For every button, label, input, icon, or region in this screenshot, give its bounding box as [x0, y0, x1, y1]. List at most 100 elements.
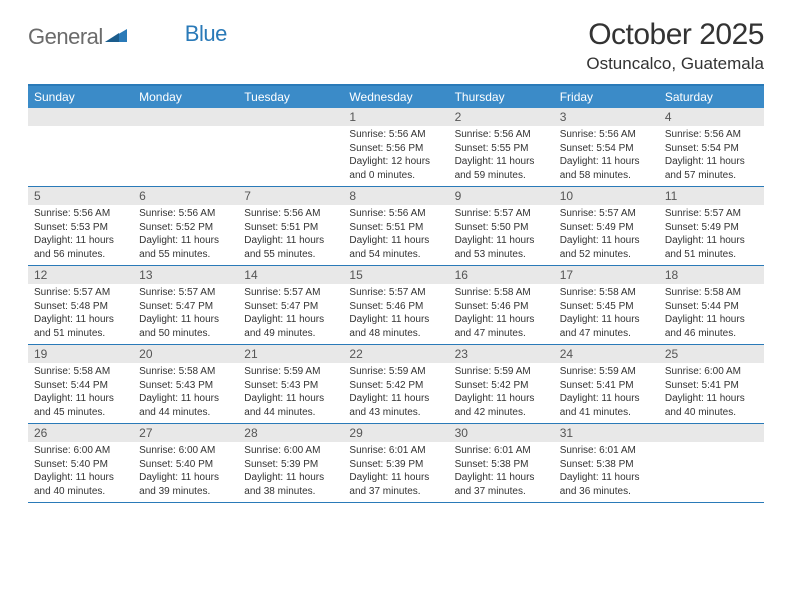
calendar-day-cell: 27Sunrise: 6:00 AMSunset: 5:40 PMDayligh…: [133, 424, 238, 502]
sunrise-text: Sunrise: 6:01 AM: [455, 444, 548, 458]
day-details: Sunrise: 5:58 AMSunset: 5:44 PMDaylight:…: [659, 284, 764, 344]
calendar-day-cell: 2Sunrise: 5:56 AMSunset: 5:55 PMDaylight…: [449, 108, 554, 186]
sunrise-text: Sunrise: 5:56 AM: [349, 128, 442, 142]
daylight-text: Daylight: 11 hours and 47 minutes.: [455, 313, 548, 340]
sunrise-text: Sunrise: 5:57 AM: [560, 207, 653, 221]
daylight-text: Daylight: 11 hours and 51 minutes.: [665, 234, 758, 261]
daylight-text: Daylight: 11 hours and 37 minutes.: [349, 471, 442, 498]
sunset-text: Sunset: 5:44 PM: [34, 379, 127, 393]
calendar-day-cell: 13Sunrise: 5:57 AMSunset: 5:47 PMDayligh…: [133, 266, 238, 344]
sunrise-text: Sunrise: 5:57 AM: [34, 286, 127, 300]
daylight-text: Daylight: 11 hours and 52 minutes.: [560, 234, 653, 261]
sunrise-text: Sunrise: 5:57 AM: [455, 207, 548, 221]
sunset-text: Sunset: 5:38 PM: [455, 458, 548, 472]
day-details: Sunrise: 6:01 AMSunset: 5:38 PMDaylight:…: [554, 442, 659, 502]
location-label: Ostuncalco, Guatemala: [586, 54, 764, 74]
daylight-text: Daylight: 11 hours and 53 minutes.: [455, 234, 548, 261]
day-number: 12: [28, 266, 133, 284]
day-details: Sunrise: 5:57 AMSunset: 5:47 PMDaylight:…: [133, 284, 238, 344]
sunrise-text: Sunrise: 5:58 AM: [560, 286, 653, 300]
sunset-text: Sunset: 5:54 PM: [665, 142, 758, 156]
sunset-text: Sunset: 5:47 PM: [244, 300, 337, 314]
day-details: Sunrise: 5:56 AMSunset: 5:51 PMDaylight:…: [343, 205, 448, 265]
sunrise-text: Sunrise: 5:56 AM: [349, 207, 442, 221]
calendar-week-row: 12Sunrise: 5:57 AMSunset: 5:48 PMDayligh…: [28, 266, 764, 345]
daylight-text: Daylight: 11 hours and 50 minutes.: [139, 313, 232, 340]
sunrise-text: Sunrise: 5:56 AM: [139, 207, 232, 221]
sunset-text: Sunset: 5:56 PM: [349, 142, 442, 156]
day-number: 14: [238, 266, 343, 284]
calendar-day-cell: 14Sunrise: 5:57 AMSunset: 5:47 PMDayligh…: [238, 266, 343, 344]
day-header: Wednesday: [343, 86, 448, 108]
calendar-day-cell: 8Sunrise: 5:56 AMSunset: 5:51 PMDaylight…: [343, 187, 448, 265]
day-number: 9: [449, 187, 554, 205]
day-number: 4: [659, 108, 764, 126]
day-number: 21: [238, 345, 343, 363]
daylight-text: Daylight: 11 hours and 38 minutes.: [244, 471, 337, 498]
day-number: 23: [449, 345, 554, 363]
sunset-text: Sunset: 5:51 PM: [244, 221, 337, 235]
sunrise-text: Sunrise: 5:57 AM: [665, 207, 758, 221]
daylight-text: Daylight: 11 hours and 48 minutes.: [349, 313, 442, 340]
sunset-text: Sunset: 5:38 PM: [560, 458, 653, 472]
calendar-day-cell: 5Sunrise: 5:56 AMSunset: 5:53 PMDaylight…: [28, 187, 133, 265]
sunrise-text: Sunrise: 5:57 AM: [244, 286, 337, 300]
day-number: 20: [133, 345, 238, 363]
calendar-day-cell: 16Sunrise: 5:58 AMSunset: 5:46 PMDayligh…: [449, 266, 554, 344]
day-number: 22: [343, 345, 448, 363]
daylight-text: Daylight: 11 hours and 39 minutes.: [139, 471, 232, 498]
day-number: 27: [133, 424, 238, 442]
daylight-text: Daylight: 11 hours and 42 minutes.: [455, 392, 548, 419]
day-details: Sunrise: 6:00 AMSunset: 5:41 PMDaylight:…: [659, 363, 764, 423]
daylight-text: Daylight: 12 hours and 0 minutes.: [349, 155, 442, 182]
daylight-text: Daylight: 11 hours and 55 minutes.: [139, 234, 232, 261]
sunrise-text: Sunrise: 5:58 AM: [139, 365, 232, 379]
day-details: Sunrise: 5:56 AMSunset: 5:52 PMDaylight:…: [133, 205, 238, 265]
sunset-text: Sunset: 5:55 PM: [455, 142, 548, 156]
daylight-text: Daylight: 11 hours and 41 minutes.: [560, 392, 653, 419]
day-details: Sunrise: 5:56 AMSunset: 5:54 PMDaylight:…: [659, 126, 764, 186]
brand-triangle-icon: [105, 27, 127, 48]
daylight-text: Daylight: 11 hours and 44 minutes.: [139, 392, 232, 419]
sunset-text: Sunset: 5:41 PM: [560, 379, 653, 393]
day-details: Sunrise: 5:58 AMSunset: 5:44 PMDaylight:…: [28, 363, 133, 423]
brand-logo: General Blue: [28, 24, 227, 50]
calendar-day-cell: 12Sunrise: 5:57 AMSunset: 5:48 PMDayligh…: [28, 266, 133, 344]
day-details: Sunrise: 5:56 AMSunset: 5:56 PMDaylight:…: [343, 126, 448, 186]
day-number: 7: [238, 187, 343, 205]
sunrise-text: Sunrise: 6:01 AM: [560, 444, 653, 458]
sunset-text: Sunset: 5:43 PM: [244, 379, 337, 393]
day-number: 10: [554, 187, 659, 205]
day-details: Sunrise: 5:57 AMSunset: 5:48 PMDaylight:…: [28, 284, 133, 344]
day-header-row: SundayMondayTuesdayWednesdayThursdayFrid…: [28, 86, 764, 108]
day-details: Sunrise: 5:57 AMSunset: 5:46 PMDaylight:…: [343, 284, 448, 344]
day-details: [28, 126, 133, 132]
sunset-text: Sunset: 5:43 PM: [139, 379, 232, 393]
day-details: Sunrise: 6:00 AMSunset: 5:39 PMDaylight:…: [238, 442, 343, 502]
day-number: 8: [343, 187, 448, 205]
calendar-day-cell: 1Sunrise: 5:56 AMSunset: 5:56 PMDaylight…: [343, 108, 448, 186]
daylight-text: Daylight: 11 hours and 40 minutes.: [665, 392, 758, 419]
sunrise-text: Sunrise: 5:59 AM: [560, 365, 653, 379]
day-number: [659, 424, 764, 442]
sunrise-text: Sunrise: 5:57 AM: [139, 286, 232, 300]
calendar-day-cell: 10Sunrise: 5:57 AMSunset: 5:49 PMDayligh…: [554, 187, 659, 265]
day-details: Sunrise: 5:56 AMSunset: 5:55 PMDaylight:…: [449, 126, 554, 186]
day-details: Sunrise: 5:59 AMSunset: 5:41 PMDaylight:…: [554, 363, 659, 423]
day-number: 13: [133, 266, 238, 284]
day-details: Sunrise: 5:57 AMSunset: 5:50 PMDaylight:…: [449, 205, 554, 265]
day-number: 3: [554, 108, 659, 126]
calendar-day-cell: 31Sunrise: 6:01 AMSunset: 5:38 PMDayligh…: [554, 424, 659, 502]
calendar-day-cell: 23Sunrise: 5:59 AMSunset: 5:42 PMDayligh…: [449, 345, 554, 423]
day-number: 1: [343, 108, 448, 126]
sunrise-text: Sunrise: 6:00 AM: [665, 365, 758, 379]
sunset-text: Sunset: 5:42 PM: [349, 379, 442, 393]
sunset-text: Sunset: 5:42 PM: [455, 379, 548, 393]
sunset-text: Sunset: 5:52 PM: [139, 221, 232, 235]
day-number: 16: [449, 266, 554, 284]
daylight-text: Daylight: 11 hours and 46 minutes.: [665, 313, 758, 340]
day-number: 5: [28, 187, 133, 205]
sunrise-text: Sunrise: 5:56 AM: [34, 207, 127, 221]
day-number: 25: [659, 345, 764, 363]
calendar-page: General Blue October 2025 Ostuncalco, Gu…: [0, 0, 792, 513]
